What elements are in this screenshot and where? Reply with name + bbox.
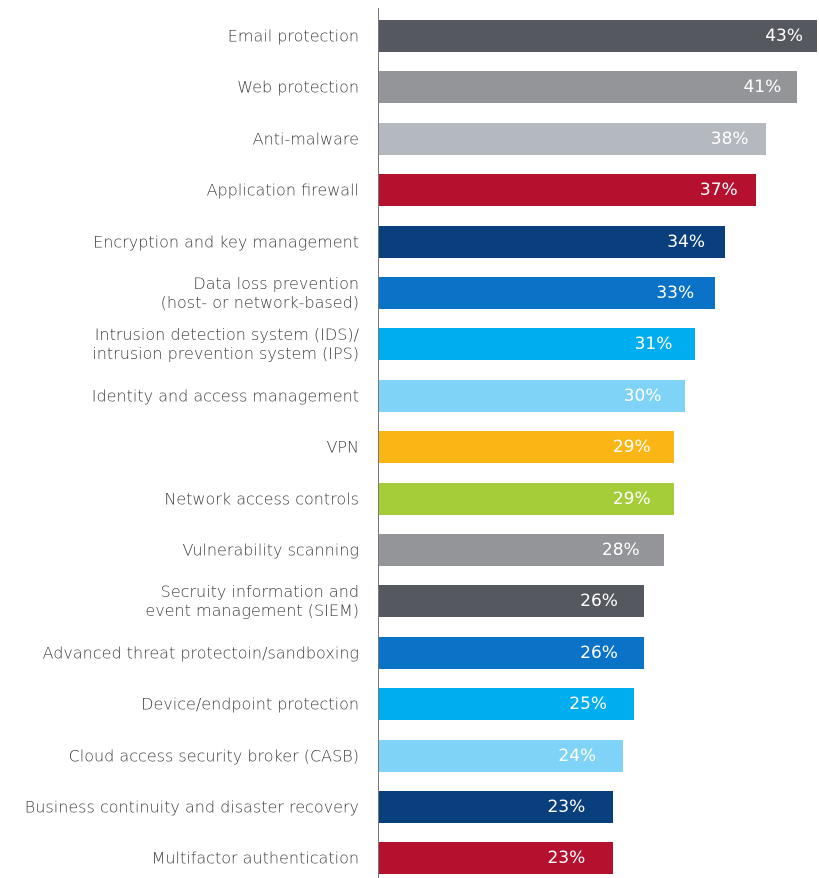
bar bbox=[379, 688, 634, 721]
category-label: Encryption and key management bbox=[93, 232, 359, 252]
bar bbox=[379, 174, 756, 207]
value-label: 23% bbox=[547, 848, 586, 869]
value-label: 28% bbox=[601, 540, 640, 560]
category-label: Identity and access management bbox=[91, 386, 359, 406]
category-label: Multifactor authentication bbox=[151, 848, 359, 868]
category-label: Device/endpoint protection bbox=[141, 694, 359, 714]
value-label: 30% bbox=[623, 385, 662, 406]
bar bbox=[379, 122, 767, 155]
value-label: 26% bbox=[580, 642, 618, 663]
bar bbox=[379, 225, 726, 258]
bar bbox=[379, 328, 695, 361]
category-label: Advanced threat protectoin/sandboxing bbox=[42, 643, 359, 663]
value-label: 38% bbox=[710, 128, 749, 149]
category-label: Anti-malware bbox=[252, 129, 359, 149]
value-label: 41% bbox=[743, 77, 782, 98]
value-label: 43% bbox=[765, 26, 803, 46]
category-label: Business continuity and disaster recover… bbox=[24, 797, 359, 817]
bar bbox=[379, 842, 614, 875]
category-label: Data loss prevention (host- or network-b… bbox=[160, 274, 359, 312]
bar bbox=[379, 534, 665, 566]
category-label: Web protection bbox=[237, 77, 359, 97]
category-label: Intrusion detection system (IDS)/ intrus… bbox=[92, 325, 359, 364]
category-label: VPN bbox=[326, 437, 359, 457]
value-label: 33% bbox=[656, 283, 695, 303]
value-label: 25% bbox=[569, 694, 608, 715]
value-label: 24% bbox=[558, 745, 597, 766]
category-label: Cloud access security broker (CASB) bbox=[68, 746, 359, 766]
bar bbox=[379, 277, 716, 309]
category-label: Vulnerability scanning bbox=[182, 540, 359, 560]
category-label: Network access controls bbox=[164, 489, 359, 509]
bar bbox=[379, 379, 685, 412]
axis-line bbox=[378, 8, 379, 878]
bar bbox=[379, 791, 614, 823]
bar bbox=[379, 739, 624, 772]
category-label: Application firewall bbox=[206, 180, 359, 200]
value-label: 37% bbox=[699, 180, 738, 201]
value-label: 34% bbox=[667, 231, 706, 252]
category-label: Secruity information and event managemen… bbox=[145, 582, 359, 621]
category-label: Email protection bbox=[227, 26, 359, 46]
value-label: 26% bbox=[580, 591, 618, 612]
value-label: 29% bbox=[612, 437, 651, 458]
bar bbox=[379, 71, 797, 104]
value-label: 23% bbox=[547, 797, 586, 817]
bar bbox=[379, 482, 675, 515]
value-label: 31% bbox=[634, 334, 673, 355]
bar bbox=[379, 636, 644, 669]
bar bbox=[379, 431, 675, 464]
value-label: 29% bbox=[612, 488, 651, 509]
bar bbox=[379, 20, 817, 52]
bar bbox=[379, 585, 644, 618]
